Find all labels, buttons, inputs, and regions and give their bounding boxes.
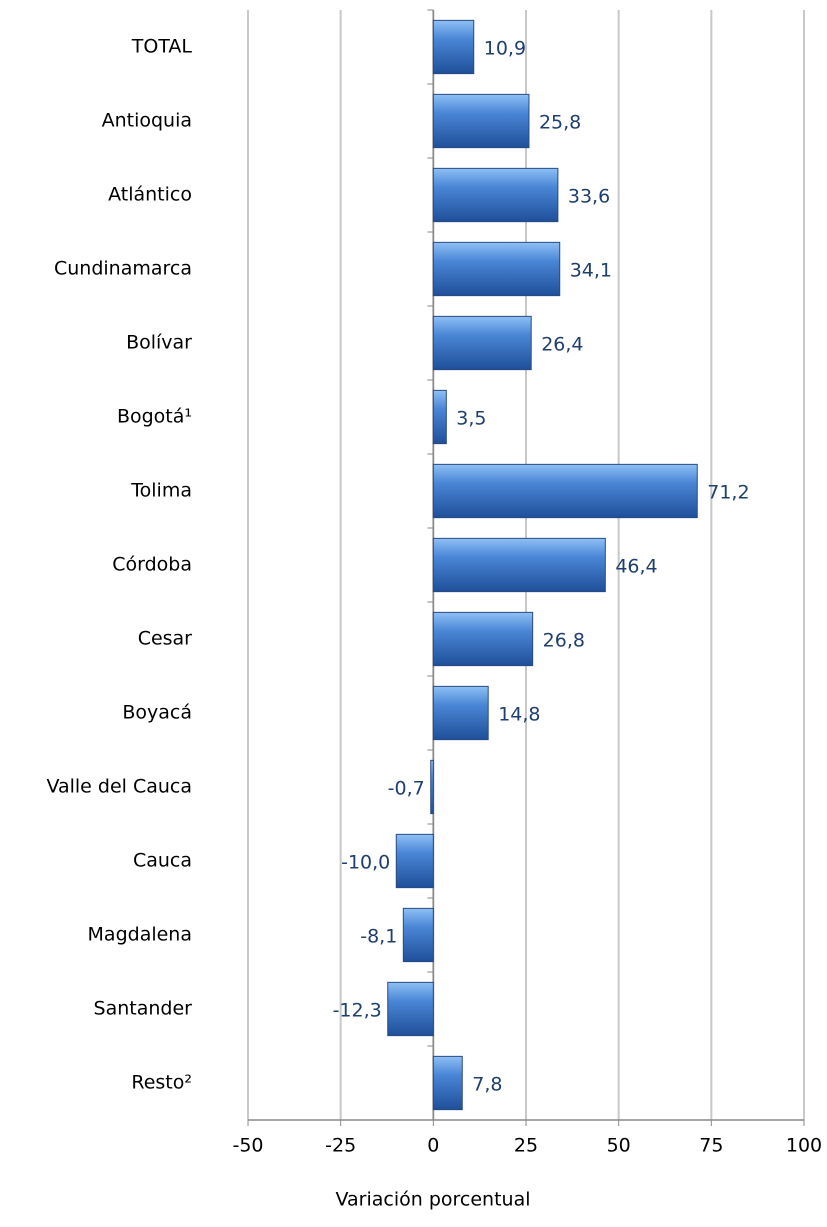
value-label: 26,4 xyxy=(541,334,583,356)
y-tick-label: Santander xyxy=(94,998,193,1020)
value-label: 34,1 xyxy=(570,260,612,282)
bar xyxy=(395,833,434,889)
y-tick-label: TOTAL xyxy=(131,36,193,58)
bar xyxy=(430,759,434,815)
bar xyxy=(432,685,489,741)
y-tick-label: Tolima xyxy=(130,480,192,502)
bar xyxy=(432,19,475,75)
value-label: -12,3 xyxy=(333,1000,382,1022)
bar xyxy=(432,93,530,149)
value-label: -10,0 xyxy=(341,852,390,874)
y-tick-label: Boyacá xyxy=(122,702,192,724)
value-label: 33,6 xyxy=(568,186,610,208)
bar xyxy=(432,167,559,223)
y-tick-label: Cauca xyxy=(133,850,192,872)
y-tick-label: Atlántico xyxy=(108,184,192,206)
value-label: -0,7 xyxy=(388,778,425,800)
y-tick-label: Valle del Cauca xyxy=(46,776,192,798)
bar xyxy=(432,611,534,667)
value-label: 14,8 xyxy=(498,704,540,726)
x-tick-label: -50 xyxy=(232,1135,263,1157)
y-tick-label: Córdoba xyxy=(112,554,192,576)
value-label: 25,8 xyxy=(539,112,581,134)
y-tick-label: Antioquia xyxy=(102,110,192,132)
y-tick-label: Resto² xyxy=(131,1072,192,1094)
x-tick-label: 50 xyxy=(607,1135,631,1157)
value-label: 71,2 xyxy=(707,482,749,504)
x-tick-label: 75 xyxy=(699,1135,723,1157)
bar xyxy=(402,907,434,963)
bar xyxy=(432,463,698,519)
value-label: 46,4 xyxy=(615,556,657,578)
bar xyxy=(432,315,532,371)
bar xyxy=(432,1055,463,1111)
x-tick-label: -25 xyxy=(325,1135,356,1157)
value-label: 26,8 xyxy=(543,630,585,652)
value-label: 7,8 xyxy=(472,1074,502,1096)
bar xyxy=(387,981,434,1037)
x-axis-title: Variación porcentual xyxy=(335,1189,530,1211)
value-label: 10,9 xyxy=(484,38,526,60)
bar xyxy=(432,537,606,593)
y-tick-label: Cesar xyxy=(138,628,192,650)
value-label: -8,1 xyxy=(360,926,397,948)
x-tick-label: 25 xyxy=(514,1135,538,1157)
value-label: 3,5 xyxy=(456,408,486,430)
y-tick-label: Magdalena xyxy=(88,924,192,946)
y-tick-label: Bogotá¹ xyxy=(117,406,192,428)
y-tick-label: Bolívar xyxy=(126,332,192,354)
bar xyxy=(432,389,447,445)
x-tick-label: 100 xyxy=(786,1135,822,1157)
bar xyxy=(432,241,561,297)
x-tick-label: 0 xyxy=(427,1135,439,1157)
y-tick-label: Cundinamarca xyxy=(54,258,192,280)
